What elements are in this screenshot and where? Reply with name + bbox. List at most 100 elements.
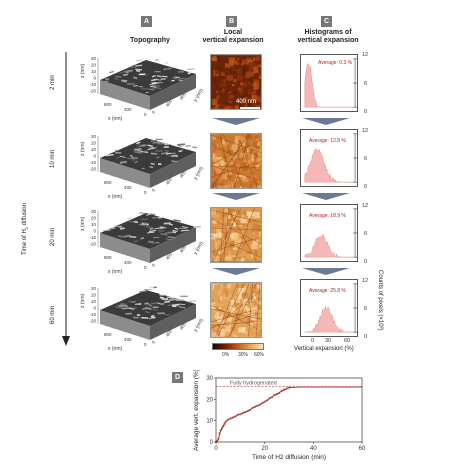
histogram-area xyxy=(304,148,354,183)
map-texture-patch xyxy=(228,209,233,214)
map-texture-patch xyxy=(220,311,225,315)
topo-z-label: z (nm) xyxy=(80,142,86,157)
topo-x-tick: 0 xyxy=(144,112,147,117)
map-texture-patch xyxy=(216,311,219,315)
topo-texture-stroke xyxy=(178,306,186,309)
map-boundary-line xyxy=(211,308,261,323)
map-texture-patch xyxy=(220,72,225,76)
map-texture-patch xyxy=(252,75,259,79)
map-texture-patch xyxy=(219,74,226,78)
topo-texture-stroke xyxy=(149,227,154,230)
map-texture-patch xyxy=(236,68,242,75)
map-texture-patch xyxy=(242,299,248,304)
map-texture-patch xyxy=(238,176,243,180)
map-texture-patch xyxy=(213,295,216,299)
expansion-curve xyxy=(215,386,362,443)
map-texture-patch xyxy=(247,250,253,254)
topo-texture-stroke xyxy=(150,152,158,155)
map-texture-patch xyxy=(232,90,238,94)
map-texture-patch xyxy=(258,231,261,238)
map-texture-patch xyxy=(215,55,220,62)
panel-b-title-line1: Local xyxy=(223,29,243,36)
topo-texture-stroke xyxy=(141,167,145,170)
topo-front-face xyxy=(100,310,150,340)
topo-y-tick: 400 xyxy=(165,176,174,185)
expansion-data-point xyxy=(217,437,220,440)
map-texture-patch xyxy=(216,167,222,174)
map-texture-patch xyxy=(224,285,229,289)
topo-texture-stroke xyxy=(132,307,137,309)
topo-z-tick: 30 xyxy=(91,209,97,214)
map-boundary-line xyxy=(211,143,261,172)
map-boundary-line xyxy=(219,134,232,188)
map-texture-patch xyxy=(255,96,261,102)
map-texture-patch xyxy=(218,251,222,255)
map-boundary-line xyxy=(228,283,258,337)
map-texture-patch xyxy=(254,311,258,314)
map-boundary-line xyxy=(211,227,261,231)
map-texture-patch xyxy=(252,57,256,62)
map-texture-patch xyxy=(245,258,251,262)
expansion-data-point xyxy=(216,440,219,443)
topo-texture-stroke xyxy=(144,310,150,314)
topo-texture-stroke xyxy=(122,73,129,77)
topo-texture-stroke xyxy=(165,143,172,146)
map-texture-patch xyxy=(227,241,232,245)
map-texture-patch xyxy=(226,226,230,230)
panel-c-title-line2: vertical expansion xyxy=(297,37,359,44)
map-texture-patch xyxy=(228,60,234,66)
map-boundary-line xyxy=(211,165,261,169)
expansion-data-point xyxy=(285,387,288,390)
map-texture-patch xyxy=(253,185,257,188)
map-texture-patch xyxy=(246,318,252,324)
map-texture-patch xyxy=(228,214,234,218)
map-boundary-line xyxy=(211,165,261,181)
expansion-time-chart: 0 20 40 60 0 10 20 30 Fully hydrogenated Time of … xyxy=(193,370,366,461)
map-texture-patch xyxy=(237,87,241,91)
topo-surface xyxy=(100,138,196,174)
map-texture-patch xyxy=(226,75,233,81)
topo-texture-stroke xyxy=(180,229,189,232)
map-texture-patch xyxy=(232,86,238,89)
map-texture-patch xyxy=(231,221,236,227)
map-texture-patch xyxy=(216,99,221,105)
topo-z-tick: 20 xyxy=(91,141,97,146)
topo-texture-stroke xyxy=(148,88,155,91)
expansion-data-point xyxy=(270,396,274,399)
panel-b-badge: B xyxy=(226,16,237,27)
map-texture-patch xyxy=(242,223,249,227)
topo-z-label: z (nm) xyxy=(80,64,86,79)
topo-texture-stroke xyxy=(136,141,141,145)
topo-y-tick: 0 xyxy=(151,262,157,267)
map-boundary-line xyxy=(211,134,250,188)
map-texture-patch xyxy=(237,292,242,299)
topo-y-label: y (nm) xyxy=(193,317,205,333)
topo-texture-stroke xyxy=(117,304,124,308)
expansion-data-point xyxy=(229,417,232,420)
topo-z-tick: -10 xyxy=(89,312,96,317)
map-texture-patch xyxy=(233,249,240,253)
map-texture-patch xyxy=(222,138,225,145)
expansion-data-point xyxy=(283,388,286,391)
map-boundary-line xyxy=(211,260,261,262)
colorbar xyxy=(212,343,264,350)
expansion-data-point xyxy=(222,424,225,428)
map-texture-patch xyxy=(252,149,258,154)
map-texture-patch xyxy=(252,102,256,107)
map-texture-patch xyxy=(214,164,219,168)
topo-y-tick: 800 xyxy=(179,169,188,178)
expansion-data-point xyxy=(239,413,242,416)
row-2-time: 10 min xyxy=(50,149,56,168)
topo-z-tick: -20 xyxy=(89,167,96,172)
topo-side-face xyxy=(150,227,196,263)
map-texture-patch xyxy=(240,250,246,256)
topo-z-tick: -20 xyxy=(89,89,96,94)
map-texture-patch xyxy=(245,300,251,306)
map-texture-patch xyxy=(229,241,235,248)
map-texture-patch xyxy=(250,209,257,214)
map-texture-patch xyxy=(247,60,254,63)
expansion-data-point xyxy=(256,404,259,407)
topo-front-face xyxy=(100,233,150,263)
map-texture-patch xyxy=(258,73,261,80)
map-texture-patch xyxy=(249,63,256,68)
